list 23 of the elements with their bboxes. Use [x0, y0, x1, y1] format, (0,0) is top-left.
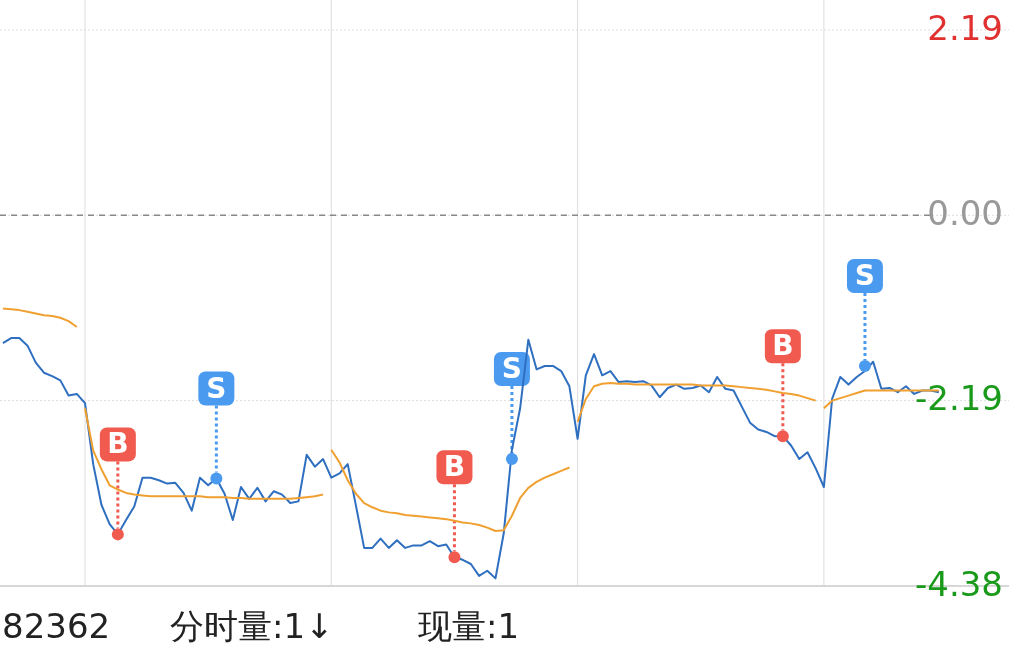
data-label: S — [501, 352, 523, 386]
point — [505, 453, 518, 466]
point — [776, 430, 789, 443]
line-series — [84, 407, 325, 500]
line-series — [576, 381, 817, 423]
data-label: S — [206, 371, 227, 405]
data-label: S — [854, 258, 876, 292]
point — [111, 528, 124, 541]
data-label: B — [107, 427, 129, 461]
text: 82362 — [2, 606, 111, 646]
point — [448, 551, 461, 564]
text: 现量:1 — [418, 606, 520, 646]
data-label: B — [772, 329, 794, 363]
point — [858, 359, 871, 372]
point — [210, 472, 223, 485]
y-tick-label: -4.38 — [915, 563, 1003, 604]
y-tick-label: -2.19 — [915, 378, 1003, 419]
y-tick-label: 2.19 — [927, 7, 1003, 48]
line-series — [1, 307, 78, 329]
line-series — [330, 448, 571, 532]
text: 分时量:1↓ — [170, 606, 334, 646]
y-tick-label: 0.00 — [927, 192, 1003, 233]
data-label: B — [443, 450, 466, 484]
